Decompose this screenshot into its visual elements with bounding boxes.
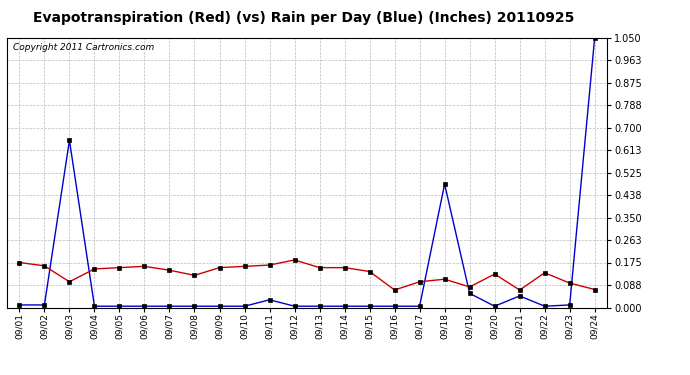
Text: Copyright 2011 Cartronics.com: Copyright 2011 Cartronics.com <box>13 43 154 52</box>
Text: Evapotranspiration (Red) (vs) Rain per Day (Blue) (Inches) 20110925: Evapotranspiration (Red) (vs) Rain per D… <box>33 11 574 25</box>
